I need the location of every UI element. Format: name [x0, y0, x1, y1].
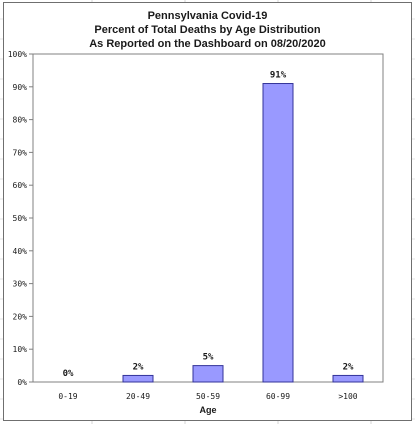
- bar: [332, 374, 364, 383]
- data-label: 2%: [343, 362, 354, 372]
- x-axis-title: Age: [199, 405, 216, 415]
- data-label: 5%: [203, 353, 214, 363]
- y-tick-label: 30%: [13, 280, 28, 289]
- bar: [122, 374, 154, 383]
- x-tick-label: 60-99: [266, 392, 290, 401]
- y-tick-label: 10%: [13, 345, 28, 354]
- data-label: 2%: [133, 362, 144, 372]
- y-tick-label: 80%: [13, 116, 28, 125]
- y-tick-label: 90%: [13, 83, 28, 92]
- x-tick-label: 50-59: [196, 392, 220, 401]
- data-label: 0%: [63, 369, 74, 379]
- bar: [192, 365, 224, 383]
- chart-title-line-2: Percent of Total Deaths by Age Distribut…: [94, 24, 321, 36]
- y-tick-label: 40%: [13, 247, 28, 256]
- data-label: 91%: [270, 71, 287, 81]
- bar: [262, 83, 294, 383]
- y-tick-label: 70%: [13, 148, 28, 157]
- chart-title-line-1: Pennsylvania Covid-19: [147, 10, 268, 22]
- chart-title-line-3: As Reported on the Dashboard on 08/20/20…: [89, 38, 326, 50]
- y-tick-label: 20%: [13, 312, 28, 321]
- y-tick-label: 50%: [13, 214, 28, 223]
- x-tick-label: 0-19: [58, 392, 77, 401]
- x-tick-label: 20-49: [126, 392, 150, 401]
- y-tick-label: 0%: [17, 378, 27, 387]
- x-tick-label: >100: [338, 392, 357, 401]
- y-tick-label: 60%: [13, 181, 28, 190]
- plot-area: [32, 53, 384, 383]
- y-tick-label: 100%: [8, 50, 27, 59]
